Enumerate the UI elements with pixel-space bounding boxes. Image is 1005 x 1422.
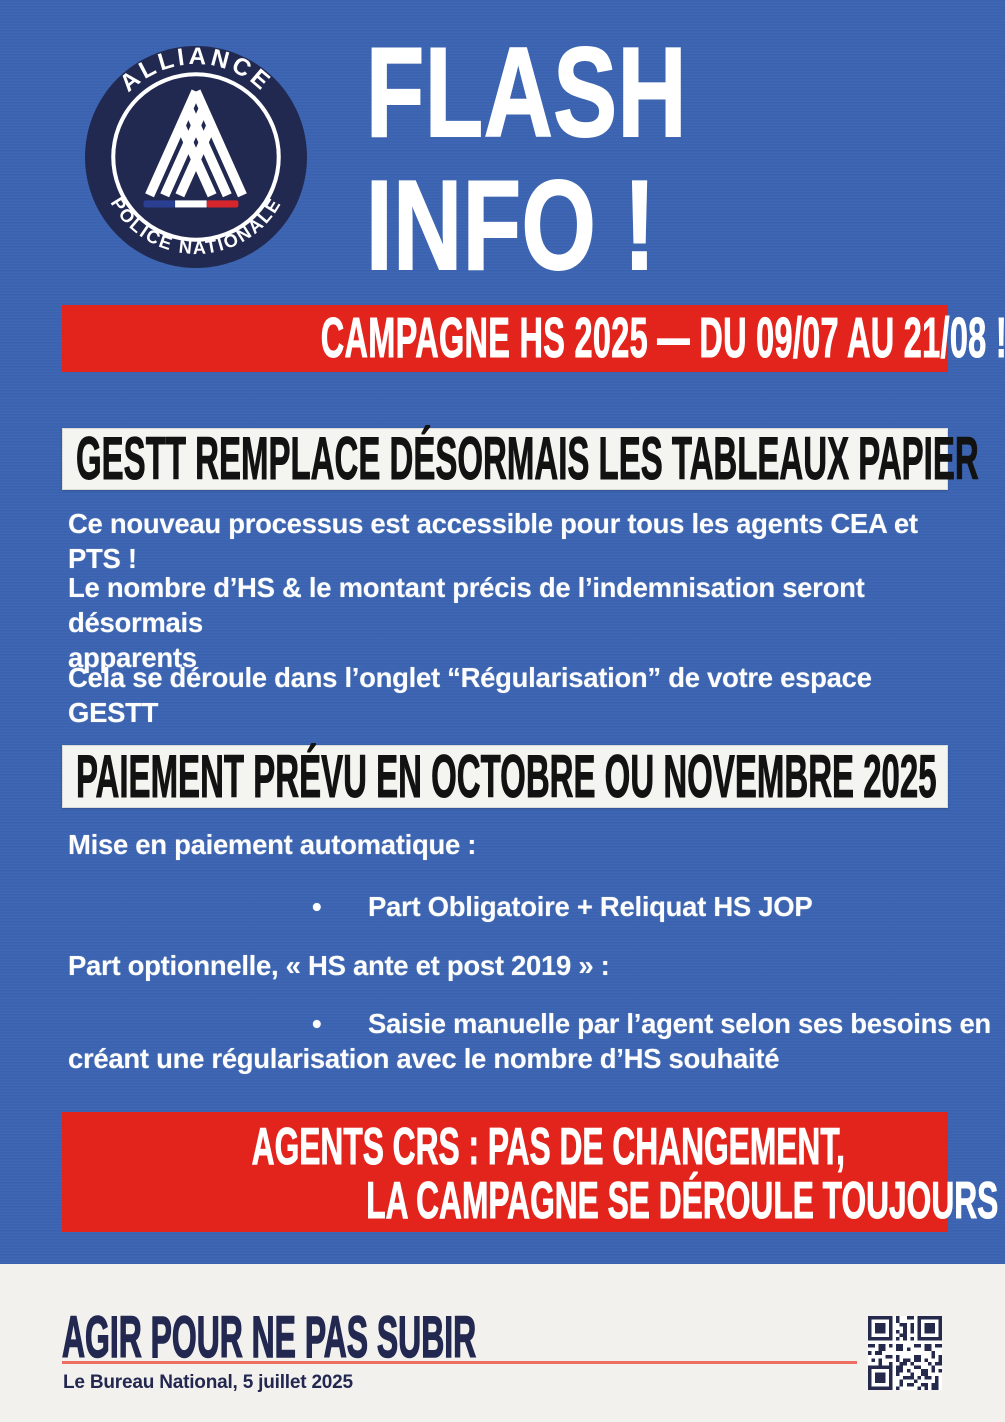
bullet-saisie-line2-text: créant une régularisation avec le nombre… bbox=[68, 1043, 780, 1074]
alliance-police-badge-logo: ALLIANCE POLICE NATIONALE bbox=[85, 46, 307, 268]
qr-code bbox=[868, 1316, 942, 1390]
paiement-intro-auto: Mise en paiement automatique : bbox=[68, 829, 477, 860]
footer-byline: Le Bureau National, 5 juillet 2025 bbox=[63, 1372, 353, 1393]
page-title-line1: FLASH bbox=[365, 21, 688, 163]
paiement-intro-optionnelle: Part optionnelle, « HS ante et post 2019… bbox=[68, 950, 610, 981]
gestt-heading-text: GESTT REMPLACE DÉSORMAIS LES TABLEAUX PA… bbox=[76, 425, 979, 492]
paiement-heading-text: PAIEMENT PRÉVU EN OCTOBRE OU NOVEMBRE 20… bbox=[76, 743, 937, 810]
footer: AGIR POUR NE PAS SUBIR Le Bureau Nationa… bbox=[0, 1264, 1005, 1422]
gestt-section-heading: GESTT REMPLACE DÉSORMAIS LES TABLEAUX PA… bbox=[62, 428, 979, 490]
crs-banner-line1-text: AGENTS CRS : PAS DE CHANGEMENT, bbox=[251, 1118, 846, 1176]
footer-slogan: AGIR POUR NE PAS SUBIR bbox=[62, 1304, 477, 1371]
campaign-dates-banner: CAMPAGNE HS 2025 — DU 09/07 AU 21/08 ! bbox=[62, 305, 1005, 372]
gestt-paragraph-nombre-line2: apparents bbox=[68, 642, 197, 673]
campaign-dates-text: CAMPAGNE HS 2025 — DU 09/07 AU 21/08 ! bbox=[320, 306, 1005, 371]
crs-banner-line1: AGENTS CRS : PAS DE CHANGEMENT, bbox=[62, 1118, 948, 1176]
crs-banner-line2-text: LA CAMPAGNE SE DÉROULE TOUJOURS EN FORMA… bbox=[366, 1172, 1005, 1230]
paiement-section-heading: PAIEMENT PRÉVU EN OCTOBRE OU NOVEMBRE 20… bbox=[62, 745, 948, 808]
gestt-paragraph-onglet: Cela se déroule dans l’onglet “Régularis… bbox=[68, 662, 872, 728]
gestt-paragraph-nombre: Le nombre d’HS & le montant précis de l’… bbox=[68, 570, 950, 675]
page-title-line2: INFO ! bbox=[365, 154, 657, 296]
footer-slogan-underline bbox=[62, 1361, 857, 1364]
bullet-part-obligatoire: • Part Obligatoire + Reliquat HS JOP bbox=[312, 891, 813, 923]
bullet-dot-icon: • bbox=[312, 891, 322, 922]
gestt-paragraph-nombre-line1: Le nombre d’HS & le montant précis de l’… bbox=[68, 572, 865, 638]
badge-french-flag-bar bbox=[143, 200, 239, 208]
badge-inner-ring bbox=[111, 72, 281, 242]
badge-letter-a-stripes bbox=[145, 89, 247, 198]
crs-no-change-banner: AGENTS CRS : PAS DE CHANGEMENT, LA CAMPA… bbox=[62, 1112, 1005, 1232]
gestt-paragraph-accessible: Ce nouveau processus est accessible pour… bbox=[68, 508, 918, 574]
bullet-saisie-line1-text: Saisie manuelle par l’agent selon ses be… bbox=[368, 1008, 991, 1039]
bullet-dot-icon: • bbox=[312, 1008, 322, 1039]
bullet-saisie-manuelle: • Saisie manuelle par l’agent selon ses b… bbox=[312, 1008, 991, 1040]
page-title: FLASH INFO ! bbox=[365, 25, 687, 293]
bullet-part-obligatoire-text: Part Obligatoire + Reliquat HS JOP bbox=[368, 891, 813, 922]
crs-banner-line2: LA CAMPAGNE SE DÉROULE TOUJOURS EN FORMA… bbox=[62, 1174, 1005, 1229]
